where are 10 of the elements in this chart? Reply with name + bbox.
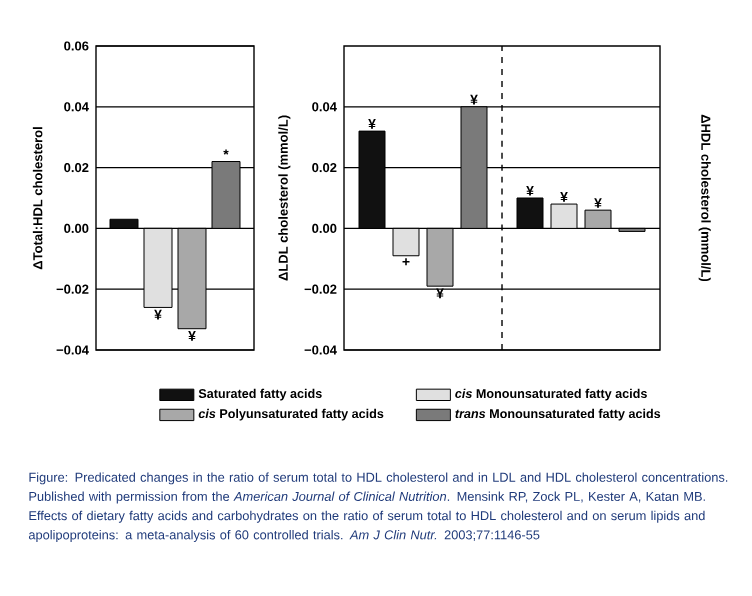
bar [143, 227, 173, 308]
bar [516, 197, 544, 229]
bar [584, 209, 612, 229]
bar [426, 227, 454, 287]
bar [177, 227, 207, 330]
bar [550, 203, 578, 229]
bar [109, 218, 139, 229]
bar [392, 227, 420, 257]
bar [211, 161, 241, 229]
bar [358, 130, 386, 229]
